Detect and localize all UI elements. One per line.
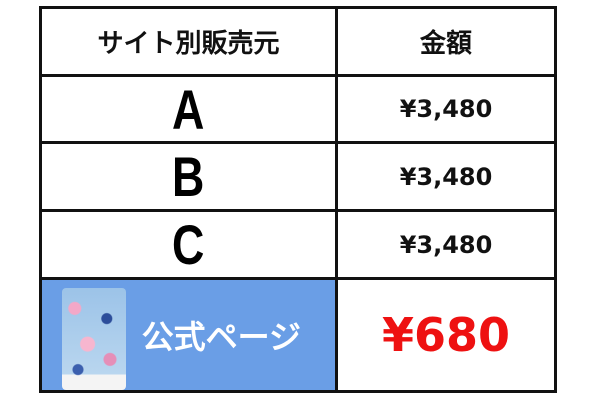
row-c-site: C bbox=[42, 212, 338, 280]
header-amount: 金額 bbox=[338, 9, 554, 77]
product-package-image bbox=[62, 288, 126, 390]
official-page-label: 公式ページ bbox=[141, 318, 301, 356]
row-b-price: ¥3,480 bbox=[338, 144, 554, 212]
row-a-price: ¥3,480 bbox=[338, 77, 554, 144]
site-label: B bbox=[172, 145, 205, 208]
header-site: サイト別販売元 bbox=[42, 9, 338, 77]
price-comparison-table: サイト別販売元 金額 A ¥3,480 B ¥3,480 C ¥3,480 公式… bbox=[39, 6, 557, 393]
official-price: ¥680 bbox=[381, 308, 511, 362]
site-label: A bbox=[172, 77, 205, 141]
row-c-price: ¥3,480 bbox=[338, 212, 554, 280]
row-a-site: A bbox=[42, 77, 338, 144]
row-b-site: B bbox=[42, 144, 338, 212]
official-page-link[interactable]: 公式ページ bbox=[42, 280, 338, 390]
site-label: C bbox=[172, 213, 205, 276]
